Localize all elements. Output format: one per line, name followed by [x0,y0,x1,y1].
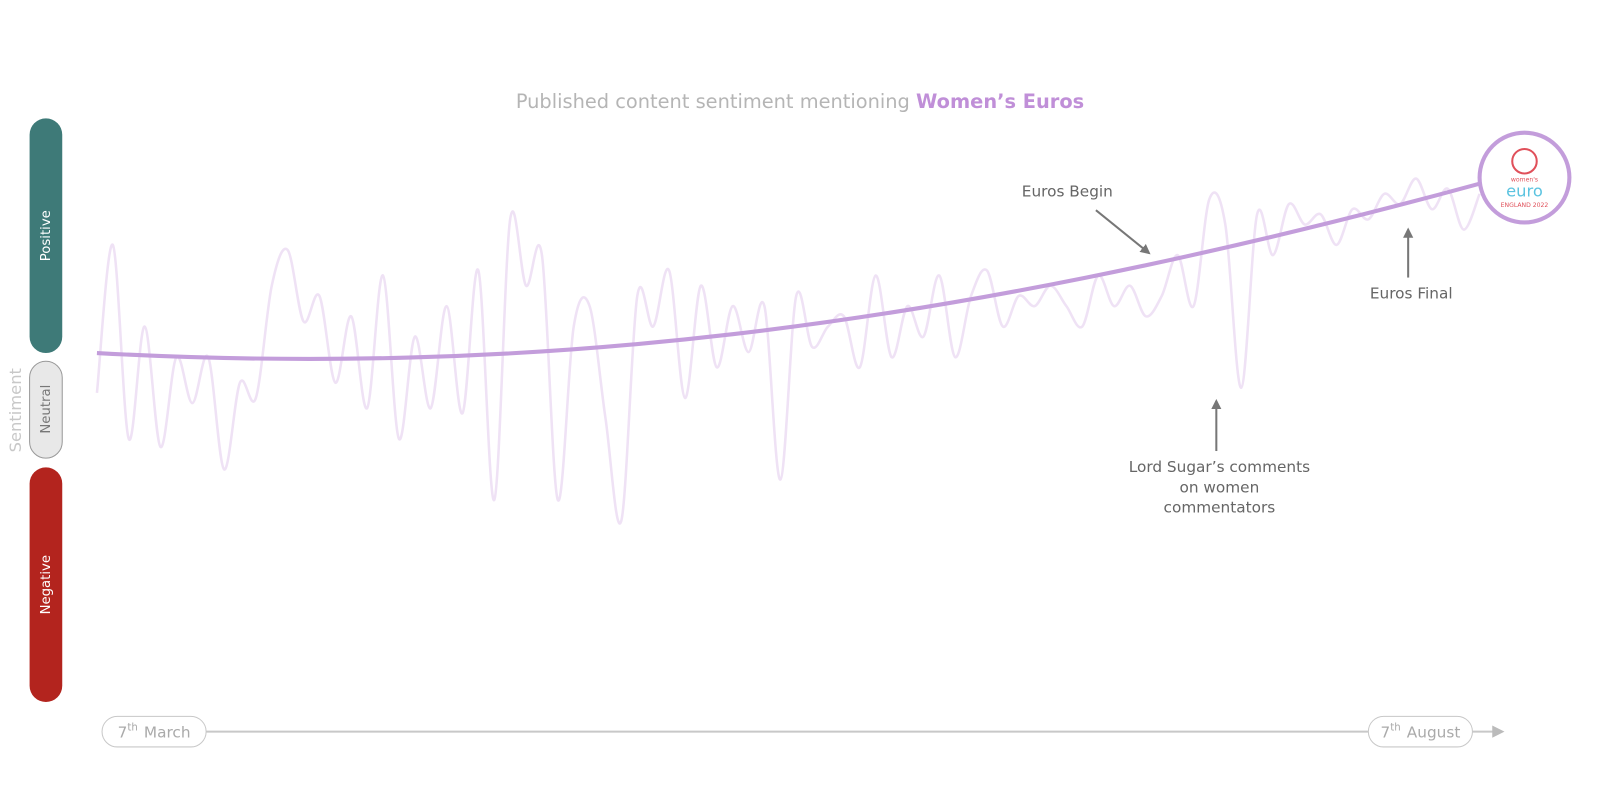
logo-emblem [1511,147,1538,175]
suffix: th [1390,723,1400,734]
annotation-arrow [1095,209,1151,255]
annotation: Euros Begin [1022,182,1113,200]
band-label: Neutral [39,385,54,434]
month: March [144,723,191,741]
annotation: Lord Sugar’s comments [1129,458,1310,476]
band-label: Positive [39,210,54,261]
sentiment-line [95,177,1481,525]
day: 7 [118,723,128,741]
chart-title: Published content sentiment mentioning W… [516,90,1084,113]
annotation: on women [1179,478,1259,496]
logo-text: women's [1511,177,1538,184]
date-pill [101,715,207,748]
title-text: Published content sentiment mentioning [516,90,916,113]
band-label: Negative [39,555,54,614]
negative-band [29,467,63,703]
logo [1477,130,1572,225]
trend-line [96,181,1481,361]
date-pill [1367,715,1473,748]
suffix: th [127,723,137,734]
annotation: commentators [1164,499,1276,517]
title-highlight: Women’s Euros [916,90,1084,113]
y-axis-label: Sentiment [6,368,25,452]
day: 7 [1380,723,1390,741]
neutral-band [29,360,63,459]
annotation: Euros Final [1370,284,1453,302]
month: August [1407,723,1461,741]
logo-text: euro [1506,181,1543,200]
start-date: 7th March [118,723,191,742]
logo-text: ENGLAND 2022 [1501,202,1549,209]
positive-band [29,118,63,354]
end-date: 7th August [1380,723,1460,742]
